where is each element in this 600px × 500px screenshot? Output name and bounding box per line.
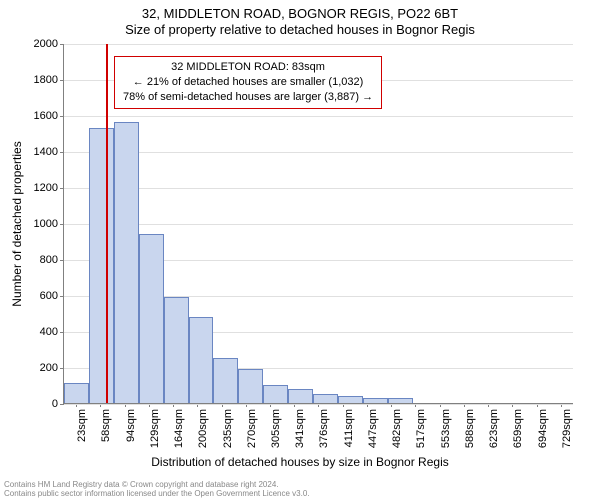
x-tick-label: 482sqm <box>391 409 403 448</box>
y-tick-label: 1200 <box>34 182 58 194</box>
x-axis-label: Distribution of detached houses by size … <box>0 455 600 469</box>
y-axis-label: Number of detached properties <box>10 141 24 306</box>
y-tick-label: 1600 <box>34 110 58 122</box>
y-tick-label: 1800 <box>34 74 58 86</box>
y-tick-label: 400 <box>40 326 58 338</box>
x-tick-label: 729sqm <box>561 409 573 448</box>
footer-line-1: Contains HM Land Registry data © Crown c… <box>4 480 310 489</box>
footer-line-2: Contains public sector information licen… <box>4 489 310 498</box>
x-tick-label: 129sqm <box>149 409 161 448</box>
bar <box>338 396 363 403</box>
x-tick-label: 341sqm <box>294 409 306 448</box>
x-tick-label: 305sqm <box>270 409 282 448</box>
x-tick-label: 411sqm <box>343 409 355 447</box>
title-sub: Size of property relative to detached ho… <box>0 22 600 38</box>
x-tick-label: 200sqm <box>197 409 209 448</box>
bar <box>313 394 338 403</box>
x-tick-label: 235sqm <box>222 409 234 448</box>
footer: Contains HM Land Registry data © Crown c… <box>4 480 310 498</box>
y-tick-label: 2000 <box>34 38 58 50</box>
chart-title: 32, MIDDLETON ROAD, BOGNOR REGIS, PO22 6… <box>0 6 600 39</box>
x-tick-label: 659sqm <box>512 409 524 448</box>
y-tick-mark <box>60 404 64 405</box>
y-tick-label: 1400 <box>34 146 58 158</box>
grid-line <box>64 404 573 405</box>
x-tick-label: 553sqm <box>440 409 452 448</box>
bar <box>114 122 139 403</box>
bar <box>164 297 189 403</box>
bar <box>213 358 238 403</box>
y-tick-label: 600 <box>40 290 58 302</box>
bar <box>139 234 164 403</box>
annotation-line-1: 32 MIDDLETON ROAD: 83sqm <box>123 60 373 75</box>
bar <box>363 398 388 403</box>
x-tick-label: 447sqm <box>367 409 379 448</box>
y-tick-label: 1000 <box>34 218 58 230</box>
bar <box>288 389 313 403</box>
y-tick-label: 800 <box>40 254 58 266</box>
y-tick-label: 0 <box>52 398 58 410</box>
highlight-line <box>106 44 108 403</box>
chart-area: 23sqm58sqm94sqm129sqm164sqm200sqm235sqm2… <box>63 44 573 404</box>
highlight-annotation: 32 MIDDLETON ROAD: 83sqm ← 21% of detach… <box>114 56 382 109</box>
x-tick-label: 164sqm <box>173 409 185 448</box>
x-tick-label: 94sqm <box>125 409 137 442</box>
bar <box>64 383 89 403</box>
x-tick-label: 376sqm <box>318 409 330 448</box>
bar <box>189 317 214 403</box>
x-tick-label: 23sqm <box>76 409 88 442</box>
x-tick-label: 694sqm <box>537 409 549 448</box>
annotation-line-3: 78% of semi-detached houses are larger (… <box>123 90 373 105</box>
x-tick-label: 623sqm <box>488 409 500 448</box>
bar <box>238 369 263 403</box>
annotation-line-2: ← 21% of detached houses are smaller (1,… <box>123 75 373 90</box>
bar <box>89 128 114 403</box>
bar <box>263 385 288 403</box>
x-tick-label: 58sqm <box>100 409 112 442</box>
x-tick-label: 517sqm <box>415 409 427 448</box>
x-tick-label: 270sqm <box>246 409 258 448</box>
x-tick-label: 588sqm <box>464 409 476 448</box>
bar <box>388 398 413 403</box>
y-tick-label: 200 <box>40 362 58 374</box>
title-main: 32, MIDDLETON ROAD, BOGNOR REGIS, PO22 6… <box>0 6 600 22</box>
